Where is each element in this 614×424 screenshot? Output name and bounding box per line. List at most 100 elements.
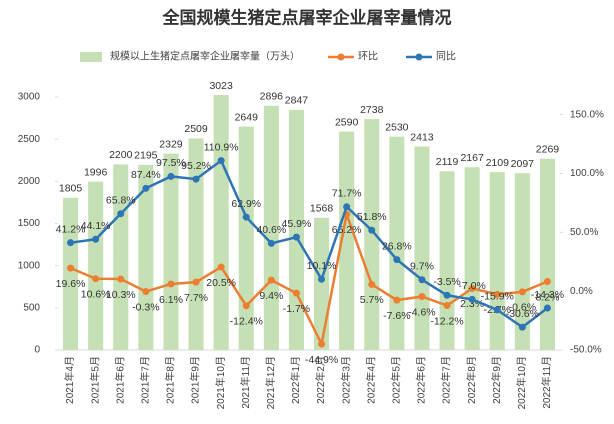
y2-tick-label: 150.0%	[570, 109, 604, 120]
bar-value-label: 2200	[109, 149, 133, 161]
y-tick-label: 2500	[18, 134, 41, 145]
legend-label: 同比	[436, 51, 456, 63]
bar-value-label: 2119	[436, 156, 459, 168]
bar-value-label: 2590	[335, 116, 359, 128]
marker	[393, 256, 401, 264]
x-tick-label: 2022年7月	[440, 356, 453, 404]
marker	[217, 263, 225, 271]
line-value-label: 44.1%	[81, 220, 111, 232]
line-value-label: 10.3%	[106, 289, 136, 301]
line-value-label: 19.6%	[56, 278, 86, 290]
bar	[314, 217, 330, 350]
bar	[464, 167, 480, 350]
x-tick-label: 2022年11月	[540, 356, 553, 409]
bar-value-label: 2847	[285, 95, 309, 107]
line-value-label: -4.6%	[408, 306, 435, 318]
bar	[113, 164, 129, 350]
bar	[188, 138, 204, 350]
x-tick-label: 2021年11月	[239, 356, 252, 409]
bar	[213, 95, 229, 350]
line-value-label: -1.7%	[283, 303, 310, 315]
marker	[67, 239, 75, 247]
bar	[263, 105, 279, 351]
x-tick-label: 2022年4月	[364, 356, 377, 404]
x-tick-label: 2021年7月	[138, 356, 151, 404]
line-value-label: 7.7%	[184, 292, 208, 304]
bar	[138, 164, 154, 350]
line-value-label: 95.2%	[181, 160, 211, 172]
bar	[489, 172, 505, 350]
line-value-label: 9.4%	[259, 290, 283, 302]
y2-tick-label: 100.0%	[570, 168, 604, 179]
bar	[514, 173, 530, 350]
line	[70, 158, 549, 329]
legend-label: 规模以上生猪定点屠宰企业屠宰量（万头）	[110, 50, 300, 63]
marker	[92, 275, 100, 283]
marker	[117, 210, 125, 218]
marker	[543, 304, 551, 312]
marker	[518, 288, 526, 296]
marker	[443, 302, 451, 310]
x-tick-label: 2022年6月	[415, 356, 428, 404]
line-value-label: 71.7%	[332, 188, 362, 200]
y2-tick-label: -50.0%	[570, 345, 602, 356]
marker	[493, 306, 501, 314]
line-value-label: 87.4%	[131, 169, 161, 181]
marker	[267, 239, 275, 247]
y-tick-label: 0	[34, 345, 40, 356]
legend-swatch	[80, 52, 102, 62]
bar-value-label: 2269	[536, 143, 560, 155]
y2-tick-label: 50.0%	[570, 227, 598, 238]
bar-value-label: 3023	[209, 80, 233, 92]
x-tick-label: 2022年8月	[465, 356, 478, 404]
legend-marker	[337, 53, 345, 61]
bar	[163, 153, 179, 350]
x-tick-label: 2022年9月	[490, 356, 503, 404]
line-value-label: 9.7%	[410, 261, 434, 273]
line-value-label: -0.3%	[132, 301, 159, 313]
line-value-label: -7.0%	[458, 280, 485, 292]
line-value-label: 8.2%	[535, 291, 559, 303]
legend-label: 环比	[358, 51, 378, 63]
marker	[292, 289, 300, 297]
x-tick-label: 2021年10月	[214, 356, 227, 409]
marker	[368, 226, 376, 234]
marker	[142, 184, 150, 192]
y-tick-label: 1000	[18, 260, 41, 271]
marker	[117, 275, 125, 283]
bar-value-label: 2896	[260, 91, 284, 103]
marker	[443, 291, 451, 299]
bar-value-label: 1805	[59, 183, 83, 195]
bar	[414, 146, 430, 350]
line-value-label: -12.4%	[230, 316, 263, 328]
marker	[242, 302, 250, 310]
line-value-label: -15.9%	[481, 291, 514, 303]
marker	[167, 172, 175, 180]
line-value-label: 97.5%	[156, 157, 186, 169]
legend-marker	[415, 53, 423, 61]
marker	[242, 213, 250, 221]
bar	[88, 181, 104, 350]
x-tick-label: 2021年4月	[63, 356, 76, 404]
bar-value-label: 2195	[134, 150, 158, 162]
bar-value-label: 2530	[385, 121, 409, 133]
bar-value-label: 2413	[410, 131, 434, 143]
line-value-label: 62.9%	[231, 198, 261, 210]
line-value-label: 6.1%	[159, 294, 183, 306]
marker	[418, 276, 426, 284]
bar-value-label: 2509	[184, 123, 208, 135]
bar	[238, 126, 254, 350]
x-tick-label: 2021年9月	[189, 356, 202, 404]
marker	[318, 340, 326, 348]
marker	[292, 233, 300, 241]
marker	[368, 280, 376, 288]
marker	[142, 288, 150, 296]
marker	[518, 323, 526, 331]
bar	[364, 119, 380, 350]
line-value-label: -30.6%	[506, 308, 539, 320]
y2-tick-label: 0.0%	[570, 286, 593, 297]
line-value-label: 41.2%	[56, 223, 86, 235]
bar-value-label: 2097	[511, 158, 535, 170]
line-value-label: -3.5%	[433, 276, 460, 288]
marker	[67, 264, 75, 272]
